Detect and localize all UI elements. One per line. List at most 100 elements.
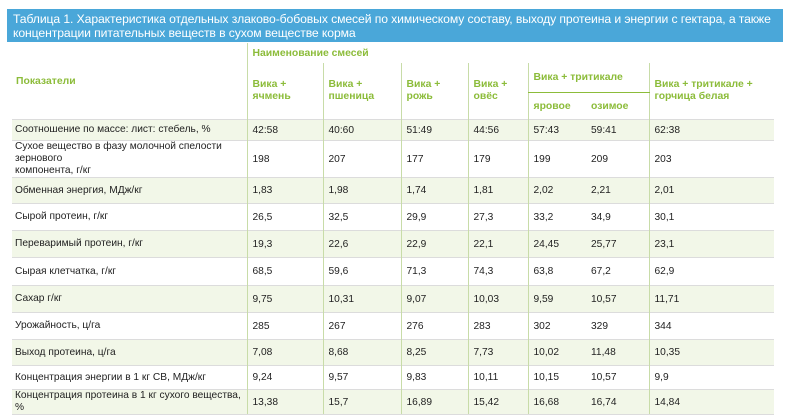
- cell-value: 1,74: [400, 177, 468, 204]
- cell-value: 15,7: [322, 389, 401, 415]
- cell-value: 62:38: [648, 119, 775, 141]
- cell-value: 62,9: [648, 257, 775, 286]
- col-header-vika-rozh: Вика + рожь: [400, 63, 468, 120]
- row-label: Сырая клетчатка, г/кг: [12, 257, 247, 286]
- cell-value: 16,89: [400, 389, 468, 415]
- cell-value: 10,02: [527, 339, 586, 366]
- cell-value: 276: [400, 312, 468, 340]
- cell-value: 10,11: [467, 365, 528, 390]
- cell-value: 67,2: [586, 257, 649, 286]
- table-row: Обменная энергия, МДж/кг 1,83 1,98 1,74 1,81…: [12, 177, 775, 204]
- row-label: Сырой протеин, г/кг: [12, 203, 247, 231]
- cell-value: 74,3: [467, 257, 528, 286]
- cell-value: 198: [246, 140, 323, 178]
- table-row: Концентрация энергии в 1 кг СВ, МДж/кг 9,…: [12, 365, 775, 390]
- row-label: Сухое вещество в фазу молочной спелости …: [12, 140, 247, 178]
- cell-value: 1,83: [246, 177, 323, 204]
- row-label: Соотношение по массе: лист: стебель, %: [12, 119, 247, 141]
- cell-value: 10,57: [586, 285, 649, 313]
- table-row: Соотношение по массе: лист: стебель, % 42…: [12, 119, 775, 141]
- col-header-vika-tritikale: Вика + тритикале: [527, 63, 649, 93]
- cell-value: 285: [246, 312, 323, 340]
- cell-value: 2,02: [527, 177, 586, 204]
- row-label: Урожайность, ц/га: [12, 312, 247, 340]
- cell-value: 9,57: [322, 365, 401, 390]
- cell-value: 14,84: [648, 389, 775, 415]
- cell-value: 10,15: [527, 365, 586, 390]
- table-row: Концентрация протеина в 1 кг сухого веще…: [12, 389, 775, 415]
- cell-value: 34,9: [586, 203, 649, 231]
- table-row: Переваримый протеин, г/кг 19,3 22,6 22,9 22,…: [12, 230, 775, 258]
- cell-value: 30,1: [648, 203, 775, 231]
- cell-value: 344: [648, 312, 775, 340]
- cell-value: 63,8: [527, 257, 586, 286]
- mixtures-group-header: Наименование смесей: [246, 43, 775, 63]
- cell-value: 179: [467, 140, 528, 178]
- cell-value: 1,98: [322, 177, 401, 204]
- cell-value: 10,57: [586, 365, 649, 390]
- indicator-header: Показатели: [16, 75, 76, 87]
- cell-value: 9,24: [246, 365, 323, 390]
- table-row: Сухое вещество в фазу молочной спелости …: [12, 140, 775, 178]
- cell-value: 42:58: [246, 119, 323, 141]
- cell-value: 203: [648, 140, 775, 178]
- cell-value: 32,5: [322, 203, 401, 231]
- col-header-vika-tritikale-gorchitsa: Вика + тритикале + горчица белая: [648, 63, 775, 120]
- cell-value: 8,25: [400, 339, 468, 366]
- cell-value: 8,68: [322, 339, 401, 366]
- col-header-vika-yachmen: Вика + ячмень: [246, 63, 323, 120]
- cell-value: 7,08: [246, 339, 323, 366]
- cell-value: 2,01: [648, 177, 775, 204]
- cell-value: 10,35: [648, 339, 775, 366]
- table-row: Сахар г/кг 9,75 10,31 9,07 10,03 9,59 10,57 11,…: [12, 285, 775, 313]
- table-caption: Таблица 1. Характеристика отдельных злак…: [7, 9, 783, 42]
- cell-value: 209: [586, 140, 649, 178]
- row-label: Сахар г/кг: [12, 285, 247, 313]
- cell-value: 29,9: [400, 203, 468, 231]
- cell-value: 13,38: [246, 389, 323, 415]
- cell-value: 16,68: [527, 389, 586, 415]
- col-header-vika-pshenitsa: Вика + пшеница: [322, 63, 401, 120]
- table-row: Сырая клетчатка, г/кг 68,5 59,6 71,3 74,3 63,…: [12, 257, 775, 286]
- cell-value: 302: [527, 312, 586, 340]
- cell-value: 19,3: [246, 230, 323, 258]
- cell-value: 177: [400, 140, 468, 178]
- table-row: Выход протеина, ц/га 7,08 8,68 8,25 7,73 10,0…: [12, 339, 775, 366]
- cell-value: 10,31: [322, 285, 401, 313]
- cell-value: 283: [467, 312, 528, 340]
- data-table: Показатели Наименование смесей Вика + ячм…: [12, 43, 775, 415]
- cell-value: 2,21: [586, 177, 649, 204]
- cell-value: 1,81: [467, 177, 528, 204]
- row-label: Концентрация энергии в 1 кг СВ, МДж/кг: [12, 365, 247, 390]
- cell-value: 329: [586, 312, 649, 340]
- cell-value: 23,1: [648, 230, 775, 258]
- row-label: Выход протеина, ц/га: [12, 339, 247, 366]
- cell-value: 15,42: [467, 389, 528, 415]
- table-row: Сырой протеин, г/кг 26,5 32,5 29,9 27,3 33,2 3…: [12, 203, 775, 231]
- row-label: Переваримый протеин, г/кг: [12, 230, 247, 258]
- cell-value: 9,9: [648, 365, 775, 390]
- cell-value: 59:41: [586, 119, 649, 141]
- cell-value: 51:49: [400, 119, 468, 141]
- cell-value: 9,83: [400, 365, 468, 390]
- col-header-yarovoe: яровое: [527, 92, 586, 120]
- cell-value: 7,73: [467, 339, 528, 366]
- cell-value: 9,75: [246, 285, 323, 313]
- cell-value: 24,45: [527, 230, 586, 258]
- row-label: Обменная энергия, МДж/кг: [12, 177, 247, 204]
- cell-value: 22,1: [467, 230, 528, 258]
- cell-value: 267: [322, 312, 401, 340]
- cell-value: 22,9: [400, 230, 468, 258]
- cell-value: 25,77: [586, 230, 649, 258]
- cell-value: 207: [322, 140, 401, 178]
- cell-value: 57:43: [527, 119, 586, 141]
- cell-value: 40:60: [322, 119, 401, 141]
- cell-value: 44:56: [467, 119, 528, 141]
- cell-value: 59,6: [322, 257, 401, 286]
- cell-value: 71,3: [400, 257, 468, 286]
- cell-value: 10,03: [467, 285, 528, 313]
- cell-value: 16,74: [586, 389, 649, 415]
- cell-value: 33,2: [527, 203, 586, 231]
- cell-value: 9,07: [400, 285, 468, 313]
- col-header-ozimoe: озимое: [591, 100, 629, 112]
